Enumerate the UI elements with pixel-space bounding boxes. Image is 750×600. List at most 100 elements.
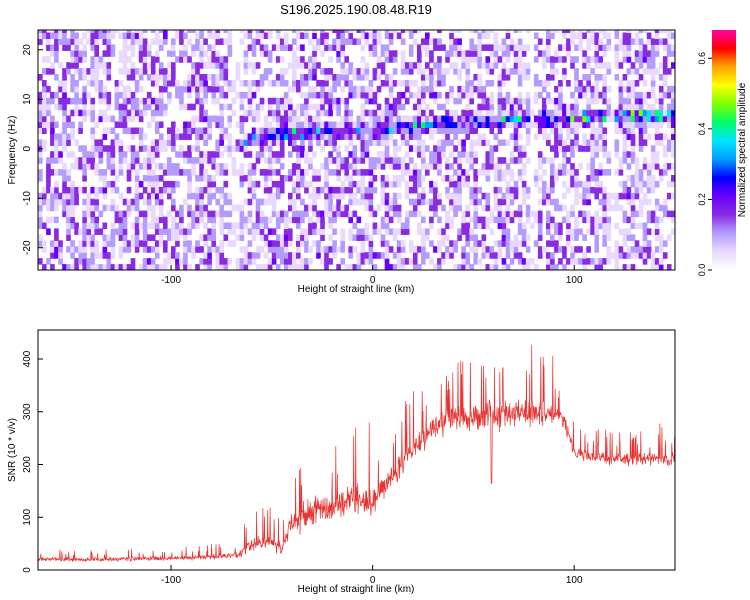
spectrogram-cell [525,157,531,164]
spectrogram-cell [296,121,301,129]
spectrogram-cell [671,103,675,111]
spectrogram-cell [195,68,200,75]
spectrogram-cell [392,115,398,123]
spectrogram-cell [429,186,434,194]
spectrogram-cell [461,252,466,259]
spectrogram-cell [199,169,204,176]
spectrogram-cell [481,30,487,34]
spectrogram-cell [642,258,648,265]
spectrogram-cell [183,264,188,270]
spectrogram-cell [509,121,515,129]
colorbar-tick-label: 0.0 [697,264,707,277]
spectrogram-cell [90,222,96,230]
spectrogram-cell [163,264,168,270]
spectrogram-cell [86,192,92,200]
spectrogram-cell [38,115,43,123]
spectrogram-cell [106,258,112,265]
spectrogram-cell [384,157,390,164]
spectrogram-cell [267,157,273,164]
spectrogram-cell [352,222,358,230]
spectrogram-cell [126,198,132,206]
spectrogram-cell [453,145,458,152]
spectrogram-cell [223,127,229,135]
spectrogram-cell [195,145,200,152]
spectrogram-cell [554,222,559,230]
spectrogram-cell [267,32,273,40]
spectrogram-cell [396,127,402,135]
spectrogram-cell [546,91,551,99]
spectrogram-cell [255,151,261,158]
spectrogram-cell [372,127,378,135]
spectrogram-cell [562,74,567,81]
spectrogram-cell [445,210,450,218]
spectrogram-cell [146,62,152,69]
spectrogram-cell [126,127,132,135]
spectrogram-cell [146,91,152,99]
spectrogram-cell [449,85,454,93]
spectrogram-cell [336,121,341,129]
spectrogram-cell [550,97,555,105]
spectrogram-cell [578,145,583,152]
spectrogram-cell [255,180,261,188]
spectrogram-cell [493,133,499,140]
spectrogram-cell [396,204,402,212]
spectrogram-cell [626,121,632,129]
spectrogram-cell [82,151,87,158]
spectrogram-cell [437,115,442,123]
spectrogram-cell [187,74,192,81]
spectrogram-cell [283,210,289,218]
spectrogram-cell [477,216,483,224]
spectrogram-cell [320,68,325,75]
spectrogram-cell [275,246,281,253]
spectrogram-cell [146,258,152,265]
spectrogram-cell [489,252,495,259]
spectrogram-cell [70,252,75,259]
spectrogram-cell [481,240,487,247]
spectrogram-cell [42,32,47,40]
spectrogram-cell [525,91,531,99]
spectrogram-cell [70,180,75,188]
spectrogram-cell [187,30,192,34]
spectrogram-y-tick-label: 10 [22,93,33,105]
spectrogram-cell [90,163,96,170]
spectrogram-cell [195,97,200,105]
spectrogram-cell [195,192,200,200]
spectrogram-cell [481,252,487,259]
spectrogram-cell [54,30,59,34]
spectrogram-cell [118,109,124,117]
spectrogram-cell [598,91,604,99]
spectrogram-cell [392,30,398,34]
spectrogram-cell [348,228,354,235]
spectrogram-cell [558,115,563,123]
spectrogram-cell [292,50,297,57]
spectrogram-cell [340,258,346,265]
spectrogram-cell [582,258,587,265]
spectrogram-cell [344,175,350,182]
spectrogram-cell [328,210,333,218]
spectrogram-cell [199,32,204,40]
spectrogram-cell [626,133,632,140]
spectrogram-cell [175,163,180,170]
spectrogram-cell [340,50,346,57]
spectrogram-cell [582,210,587,218]
spectrogram-cell [417,62,422,69]
spectrogram-cell [574,222,579,230]
spectrogram-cell [62,175,67,182]
spectrogram-cell [255,222,261,230]
spectrogram-cell [497,186,503,194]
spectrogram-cell [537,121,543,129]
spectrogram-cell [86,222,92,230]
spectrogram-cell [296,252,301,259]
spectrogram-cell [570,62,575,69]
spectrogram-cell [336,30,341,34]
spectrogram-cell [62,169,67,176]
spectrogram-cell [191,169,196,176]
spectrogram-cell [94,192,100,200]
spectrogram-cell [50,50,55,57]
spectrogram-cell [207,186,212,194]
spectrogram-cell [78,258,83,265]
spectrogram-cell [219,38,225,45]
spectrogram-cell [98,210,104,218]
spectrogram-cell [336,210,341,218]
spectrogram-cell [364,139,370,146]
